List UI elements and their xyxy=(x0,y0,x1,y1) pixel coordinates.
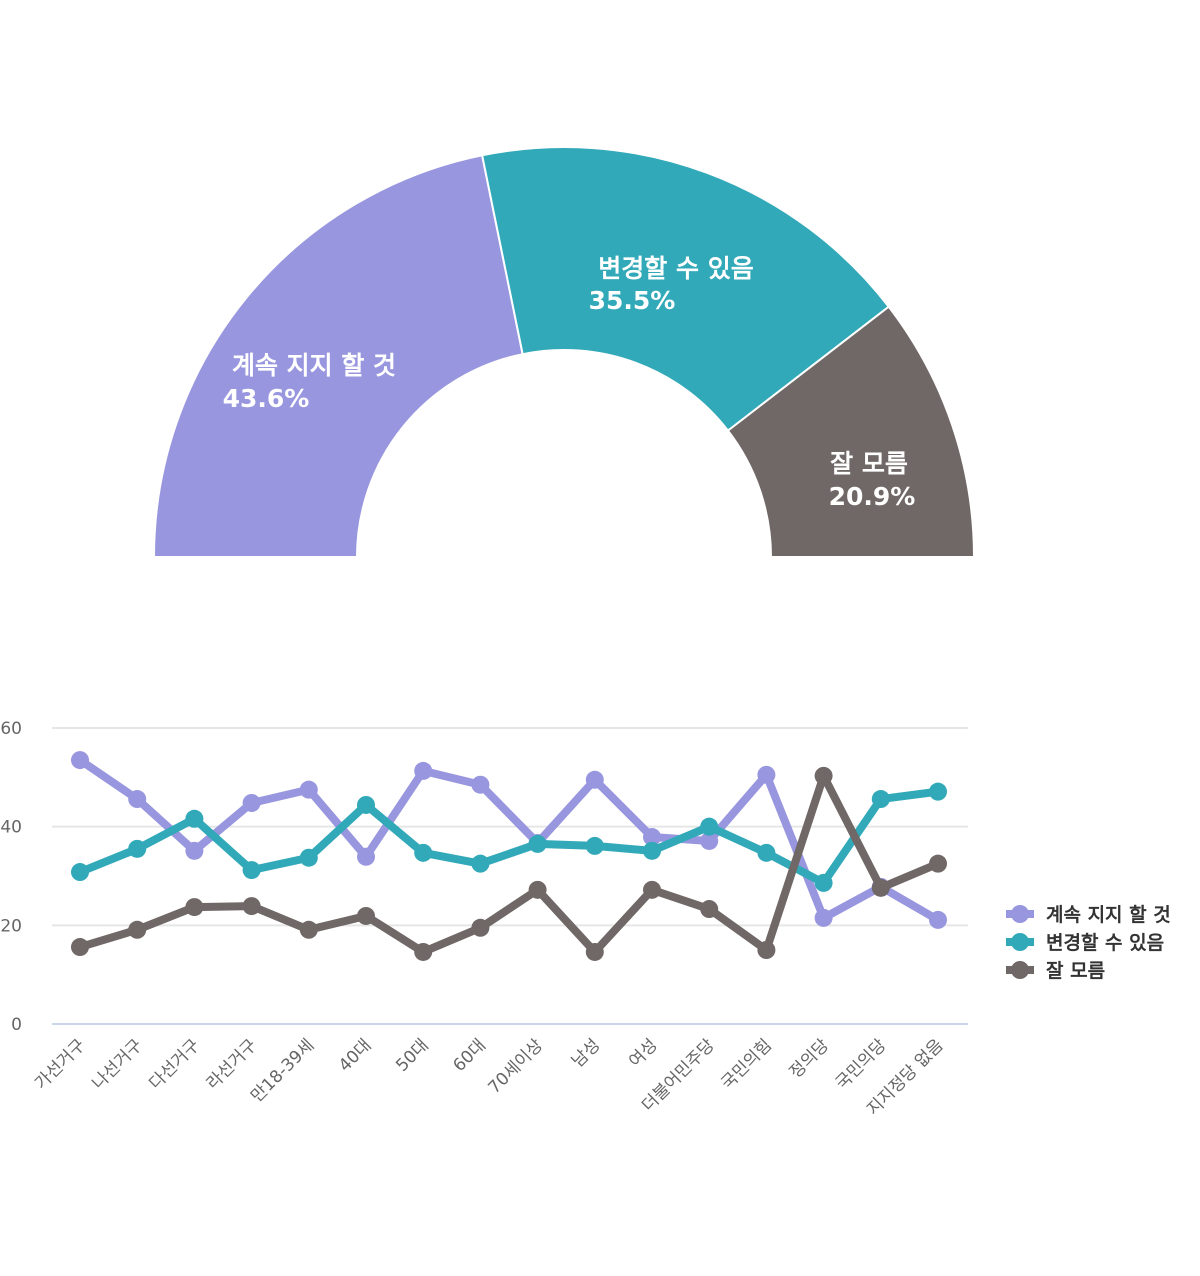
data-point[interactable] xyxy=(700,817,719,836)
data-point[interactable] xyxy=(71,938,89,957)
data-point[interactable] xyxy=(814,908,833,927)
data-point[interactable] xyxy=(414,843,433,862)
x-tick-label: 다선거구 xyxy=(146,1035,204,1093)
data-point[interactable] xyxy=(414,761,433,780)
donut-slice-2[interactable] xyxy=(726,305,976,558)
x-tick-label: 라선거구 xyxy=(203,1035,261,1093)
data-point[interactable] xyxy=(528,880,547,899)
data-point[interactable] xyxy=(299,780,318,799)
y-tick-label: 60 xyxy=(0,719,22,739)
data-point[interactable] xyxy=(71,751,89,770)
slice-value-1: 35.5% xyxy=(589,286,676,315)
data-point[interactable] xyxy=(471,854,490,873)
data-point[interactable] xyxy=(643,841,661,860)
data-point[interactable] xyxy=(700,831,719,850)
line-series xyxy=(71,751,947,961)
data-point[interactable] xyxy=(242,897,261,916)
slice-label-1: 변경할 수 있음 xyxy=(598,254,753,283)
x-tick-label: 정의당 xyxy=(786,1035,834,1083)
slice-label-0: 계속 지지 할 것 xyxy=(232,351,396,380)
y-tick-label: 20 xyxy=(0,916,22,936)
y-axis-ticks: 0 20 40 60 xyxy=(0,719,22,1035)
series-line xyxy=(77,756,941,924)
data-point[interactable] xyxy=(585,836,604,855)
data-point[interactable] xyxy=(528,834,547,853)
data-point[interactable] xyxy=(71,863,89,882)
data-point[interactable] xyxy=(299,848,318,867)
data-point[interactable] xyxy=(185,809,204,828)
series-2 xyxy=(71,766,947,961)
data-point[interactable] xyxy=(757,765,776,784)
legend-marker-icon xyxy=(1011,905,1029,923)
legend-label: 변경할 수 있음 xyxy=(1046,931,1164,954)
x-tick-label: 70세이상 xyxy=(485,1035,548,1098)
data-point[interactable] xyxy=(471,775,490,794)
x-tick-label: 가선거구 xyxy=(31,1035,89,1093)
x-tick-label: 만18-39세 xyxy=(247,1035,318,1106)
data-point[interactable] xyxy=(357,847,375,866)
data-point[interactable] xyxy=(357,906,375,925)
data-point[interactable] xyxy=(871,878,890,897)
slice-value-0: 43.6% xyxy=(223,384,310,413)
legend-item-0[interactable]: 계속 지지 할 것 xyxy=(1006,903,1171,926)
y-tick-label: 0 xyxy=(11,1015,22,1035)
data-point[interactable] xyxy=(757,941,776,959)
x-tick-label: 60대 xyxy=(449,1035,490,1076)
data-point[interactable] xyxy=(700,900,719,919)
legend-label: 잘 모름 xyxy=(1046,960,1105,982)
data-point[interactable] xyxy=(814,873,833,892)
x-tick-label: 나선거구 xyxy=(88,1035,146,1093)
semi-donut-chart xyxy=(152,146,976,558)
data-point[interactable] xyxy=(128,790,147,809)
data-point[interactable] xyxy=(757,843,776,862)
series-line xyxy=(78,771,940,956)
data-point[interactable] xyxy=(185,898,204,917)
data-point[interactable] xyxy=(128,839,147,858)
data-point[interactable] xyxy=(242,793,261,812)
data-point[interactable] xyxy=(128,920,147,939)
slice-label-2: 잘 모름 xyxy=(830,449,908,478)
data-point[interactable] xyxy=(929,854,947,873)
y-tick-label: 40 xyxy=(0,818,22,838)
slice-value-2: 20.9% xyxy=(829,482,916,511)
data-point[interactable] xyxy=(814,766,833,785)
legend-item-1[interactable]: 변경할 수 있음 xyxy=(1006,931,1164,954)
data-point[interactable] xyxy=(585,770,604,789)
x-tick-label: 국민의당 xyxy=(832,1035,891,1094)
data-point[interactable] xyxy=(929,910,947,929)
legend-marker-icon xyxy=(1011,961,1029,979)
donut-slice-1[interactable] xyxy=(480,146,891,433)
data-point[interactable] xyxy=(185,841,204,860)
data-point[interactable] xyxy=(299,920,318,939)
donut-slice-0[interactable] xyxy=(152,154,524,558)
data-point[interactable] xyxy=(414,942,433,961)
x-tick-label: 남성 xyxy=(568,1035,604,1071)
x-tick-label: 40대 xyxy=(335,1035,376,1076)
x-tick-label: 50대 xyxy=(392,1035,433,1076)
data-point[interactable] xyxy=(242,861,261,880)
legend-marker-icon xyxy=(1011,933,1029,951)
data-point[interactable] xyxy=(871,790,890,809)
data-point[interactable] xyxy=(471,918,490,937)
data-point[interactable] xyxy=(929,782,947,801)
legend-item-2[interactable]: 잘 모름 xyxy=(1006,960,1105,982)
data-point[interactable] xyxy=(357,795,375,814)
data-point[interactable] xyxy=(643,880,661,899)
data-point[interactable] xyxy=(585,942,604,961)
legend-label: 계속 지지 할 것 xyxy=(1046,903,1171,926)
x-tick-label: 국민의힘 xyxy=(718,1035,776,1093)
donut-labels: 계속 지지 할 것 43.6% 변경할 수 있음 35.5% 잘 모름 20.9… xyxy=(223,254,916,511)
data-point[interactable] xyxy=(643,828,661,847)
x-tick-label: 여성 xyxy=(625,1035,661,1071)
